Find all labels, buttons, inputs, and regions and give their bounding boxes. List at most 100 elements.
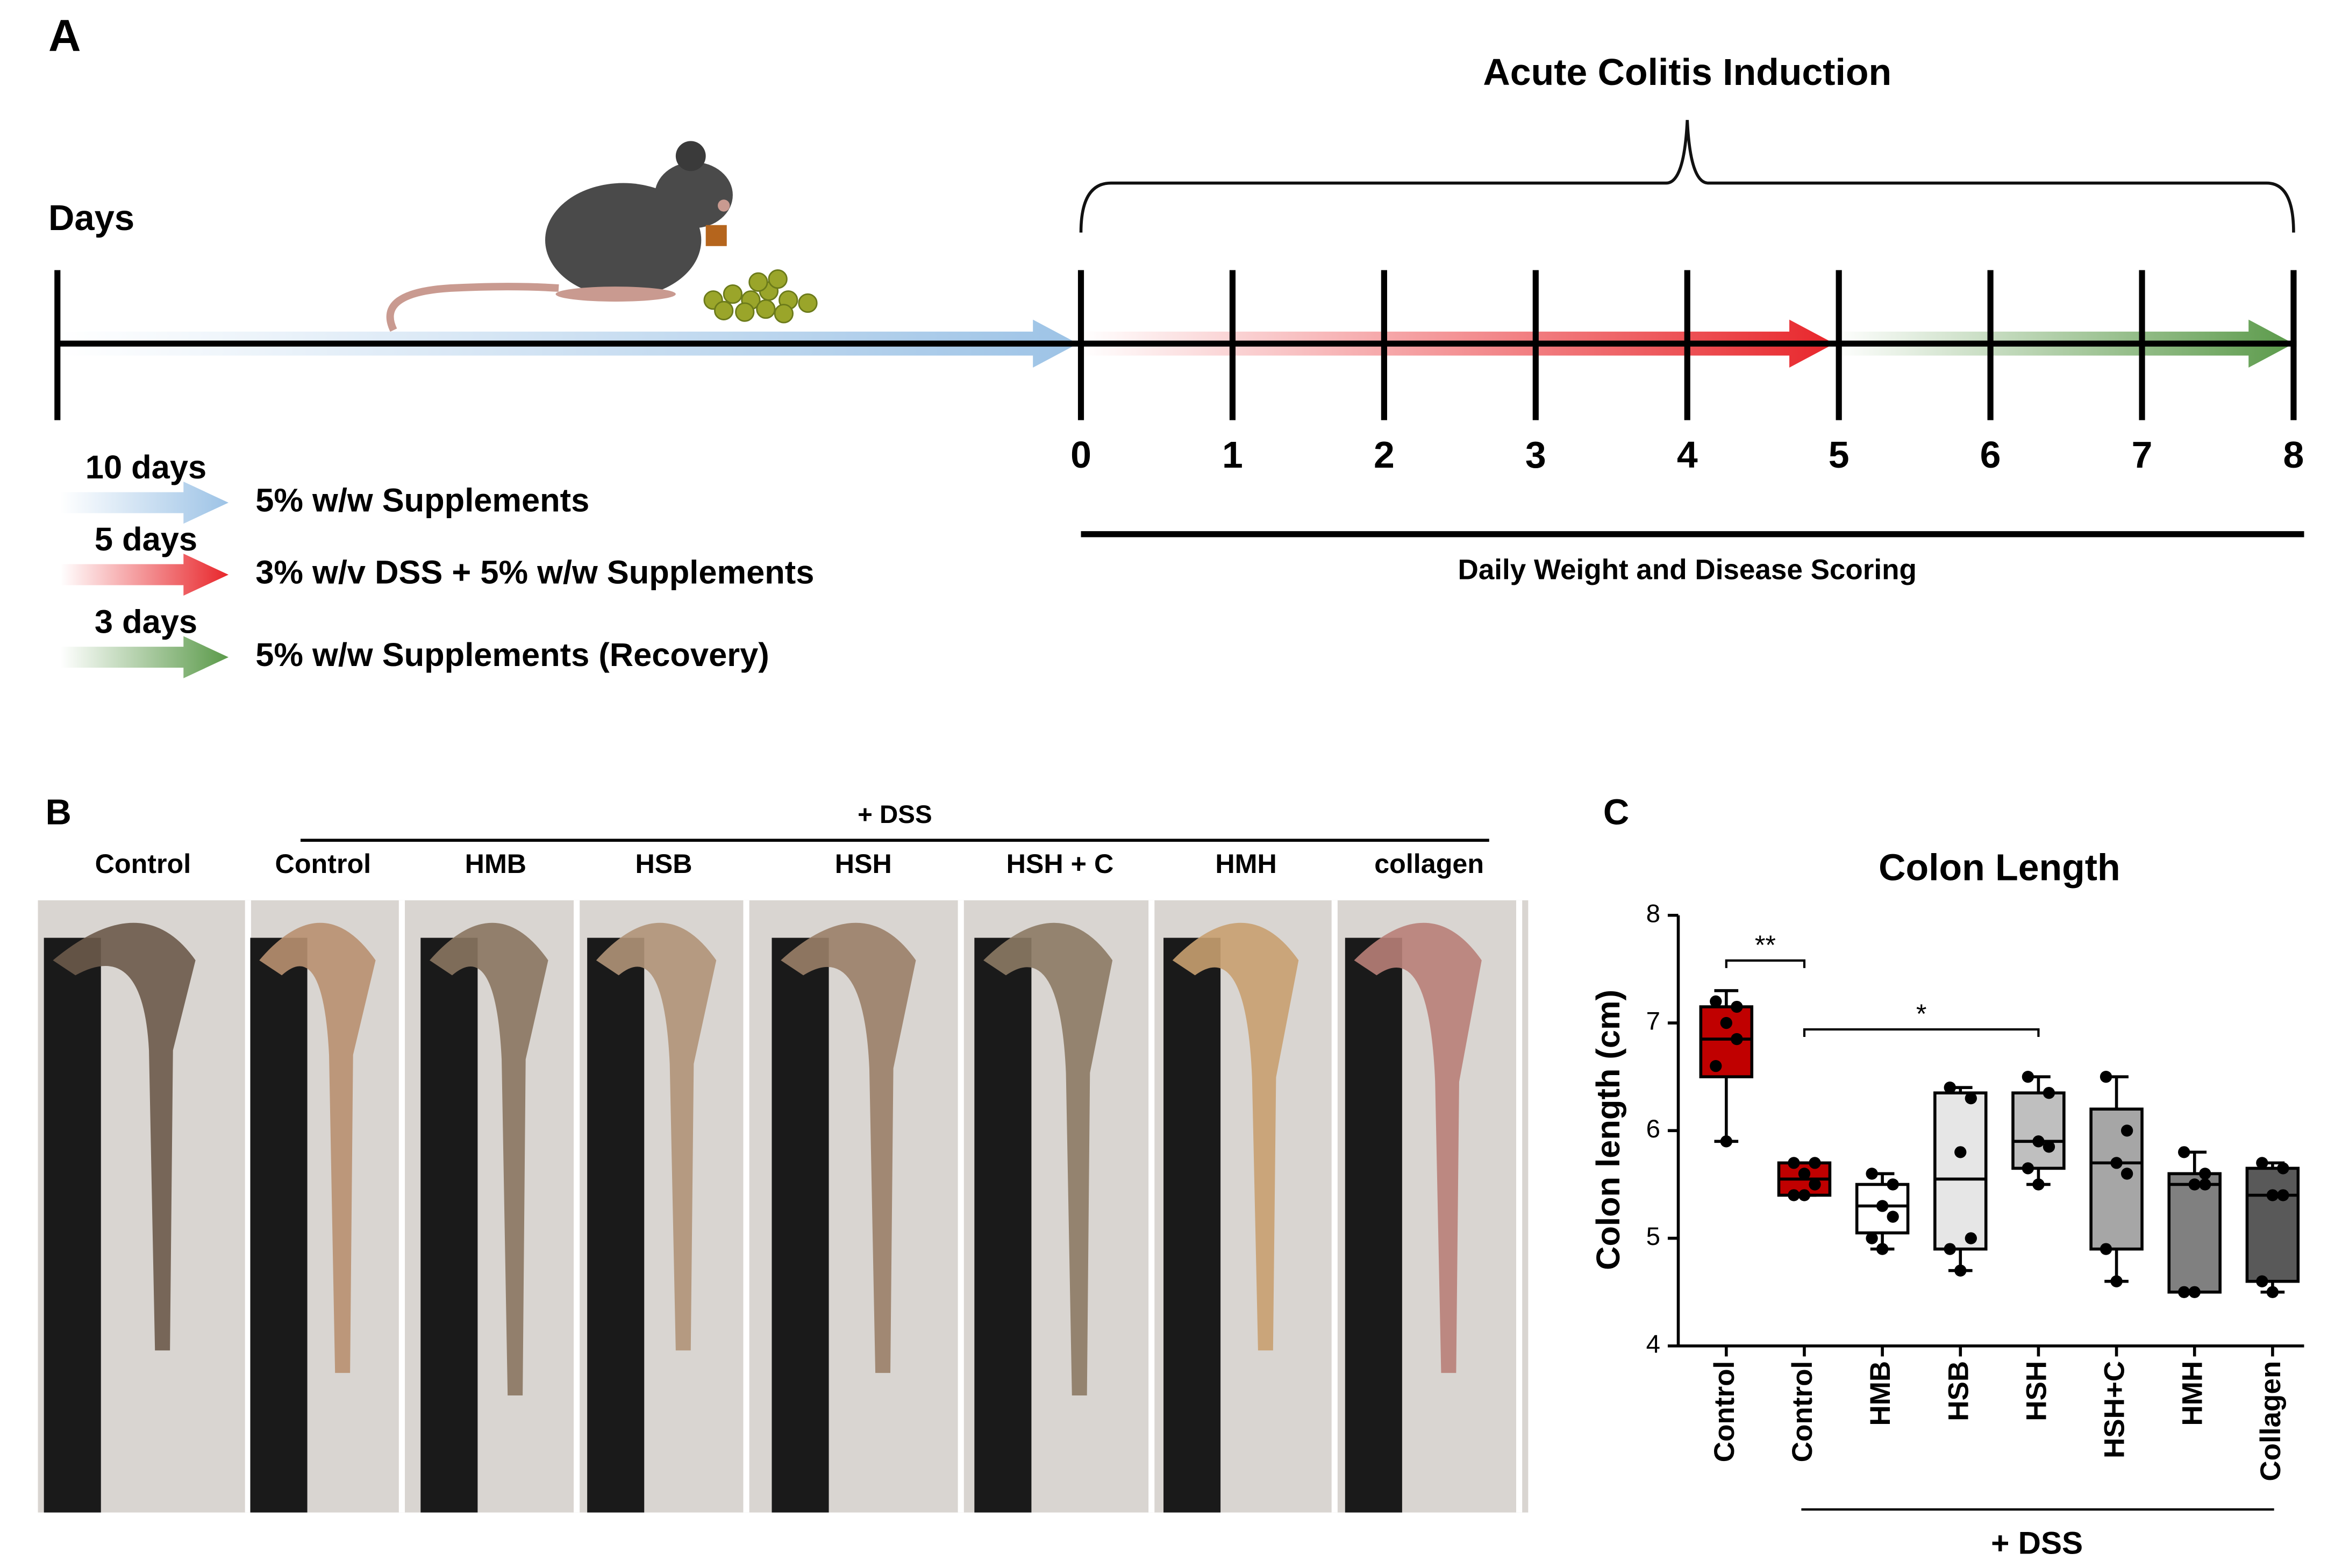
data-point (2043, 1087, 2055, 1099)
legend-arrow (60, 554, 229, 596)
ruler (1345, 937, 1402, 1513)
data-point (1944, 1243, 1956, 1255)
bracket-label: Acute Colitis Induction (1483, 51, 1891, 93)
legend-text: 3% w/v DSS + 5% w/w Supplements (255, 554, 814, 591)
data-point (2120, 1125, 2133, 1137)
data-point (2032, 1178, 2045, 1191)
day-label: 1 (1222, 434, 1243, 476)
ruler (44, 937, 101, 1513)
photo-label: Control (95, 849, 191, 879)
colon (983, 922, 1113, 1395)
significance-bracket (1803, 1028, 2040, 1037)
legend-duration: 3 days (95, 603, 197, 640)
day-label: 4 (1677, 434, 1698, 476)
data-point (2178, 1146, 2190, 1158)
photo-label: HMB (465, 849, 526, 879)
data-point (2256, 1275, 2268, 1287)
x-tick-label: Collagen (2255, 1361, 2287, 1481)
data-point (1731, 1000, 1743, 1013)
data-point (2178, 1286, 2190, 1298)
y-tick-label: 6 (1646, 1115, 1660, 1143)
photo-divider (245, 900, 251, 1513)
x-tick-label: Control (1709, 1361, 1740, 1462)
data-point (1944, 1082, 1956, 1094)
data-point (1798, 1168, 1811, 1180)
data-point (1809, 1157, 1821, 1169)
pellets (703, 269, 818, 324)
data-point (2188, 1286, 2201, 1298)
y-tick-label: 8 (1646, 899, 1660, 928)
day-label: 3 (1525, 434, 1546, 476)
x-tick-label: HSH+C (2099, 1361, 2131, 1458)
scoring-label: Daily Weight and Disease Scoring (1458, 554, 1917, 586)
data-point (1954, 1146, 1967, 1158)
legend-arrow (60, 482, 229, 524)
x-tick-label: Control (1787, 1361, 1818, 1462)
day-label: 6 (1980, 434, 2001, 476)
y-tick-label: 7 (1646, 1007, 1660, 1036)
photo-divider (398, 900, 405, 1513)
mouse (386, 141, 733, 332)
data-point (2199, 1168, 2211, 1180)
data-point (2022, 1071, 2034, 1083)
colon (53, 922, 196, 1351)
colon (781, 922, 916, 1373)
dss-label: + DSS (858, 800, 932, 829)
photo-label: collagen (1374, 849, 1484, 879)
group-label: + DSS (1991, 1526, 2083, 1561)
data-point (2100, 1243, 2112, 1255)
data-point (2188, 1178, 2201, 1191)
photo-label: HSB (635, 849, 692, 879)
days-label: Days (48, 198, 134, 238)
significance-label: * (1916, 999, 1927, 1029)
photo-divider (1331, 900, 1338, 1513)
data-point (2110, 1275, 2123, 1287)
bracket (1079, 120, 2295, 233)
day-label: 8 (2283, 434, 2304, 476)
colon (1172, 922, 1299, 1351)
photo-divider (574, 900, 580, 1513)
data-point (2266, 1189, 2279, 1201)
data-point (1720, 1016, 1732, 1029)
colon (1354, 922, 1482, 1373)
photo-divider (1516, 900, 1523, 1513)
photo-divider (743, 900, 749, 1513)
data-point (1876, 1243, 1889, 1255)
x-tick-label: HSB (1943, 1361, 1974, 1421)
box (2245, 1166, 2300, 1283)
legend-duration: 5 days (95, 521, 197, 558)
data-point (1710, 995, 1722, 1008)
significance-bracket (1725, 959, 1806, 968)
data-point (1954, 1264, 1967, 1277)
data-point (2199, 1178, 2211, 1191)
significance-label: ** (1755, 930, 1776, 960)
data-point (2110, 1157, 2123, 1169)
colon (430, 922, 548, 1395)
y-tick-label: 4 (1646, 1330, 1660, 1358)
ruler (587, 937, 645, 1513)
photo-divider (958, 900, 964, 1513)
colon (259, 922, 376, 1373)
legend-duration: 10 days (85, 449, 206, 486)
ruler (1163, 937, 1221, 1513)
x-tick-label: HSH (2020, 1361, 2052, 1421)
data-point (1965, 1092, 1977, 1105)
data-point (2043, 1141, 2055, 1153)
data-point (1788, 1189, 1800, 1201)
day-label: 5 (1829, 434, 1850, 476)
panel-label: A (48, 10, 81, 61)
legend-arrow (60, 636, 229, 678)
photo-divider (1148, 900, 1155, 1513)
ruler (420, 937, 478, 1513)
box (2011, 1091, 2066, 1170)
data-point (1866, 1168, 1878, 1180)
day-label: 7 (2132, 434, 2153, 476)
chart-title: Colon Length (1879, 846, 2120, 888)
data-point (1876, 1200, 1889, 1212)
data-point (2256, 1157, 2268, 1169)
data-point (1887, 1211, 1899, 1223)
data-point (2277, 1162, 2289, 1175)
data-point (1887, 1178, 1899, 1191)
photo-label: HSH (835, 849, 892, 879)
data-point (2120, 1168, 2133, 1180)
